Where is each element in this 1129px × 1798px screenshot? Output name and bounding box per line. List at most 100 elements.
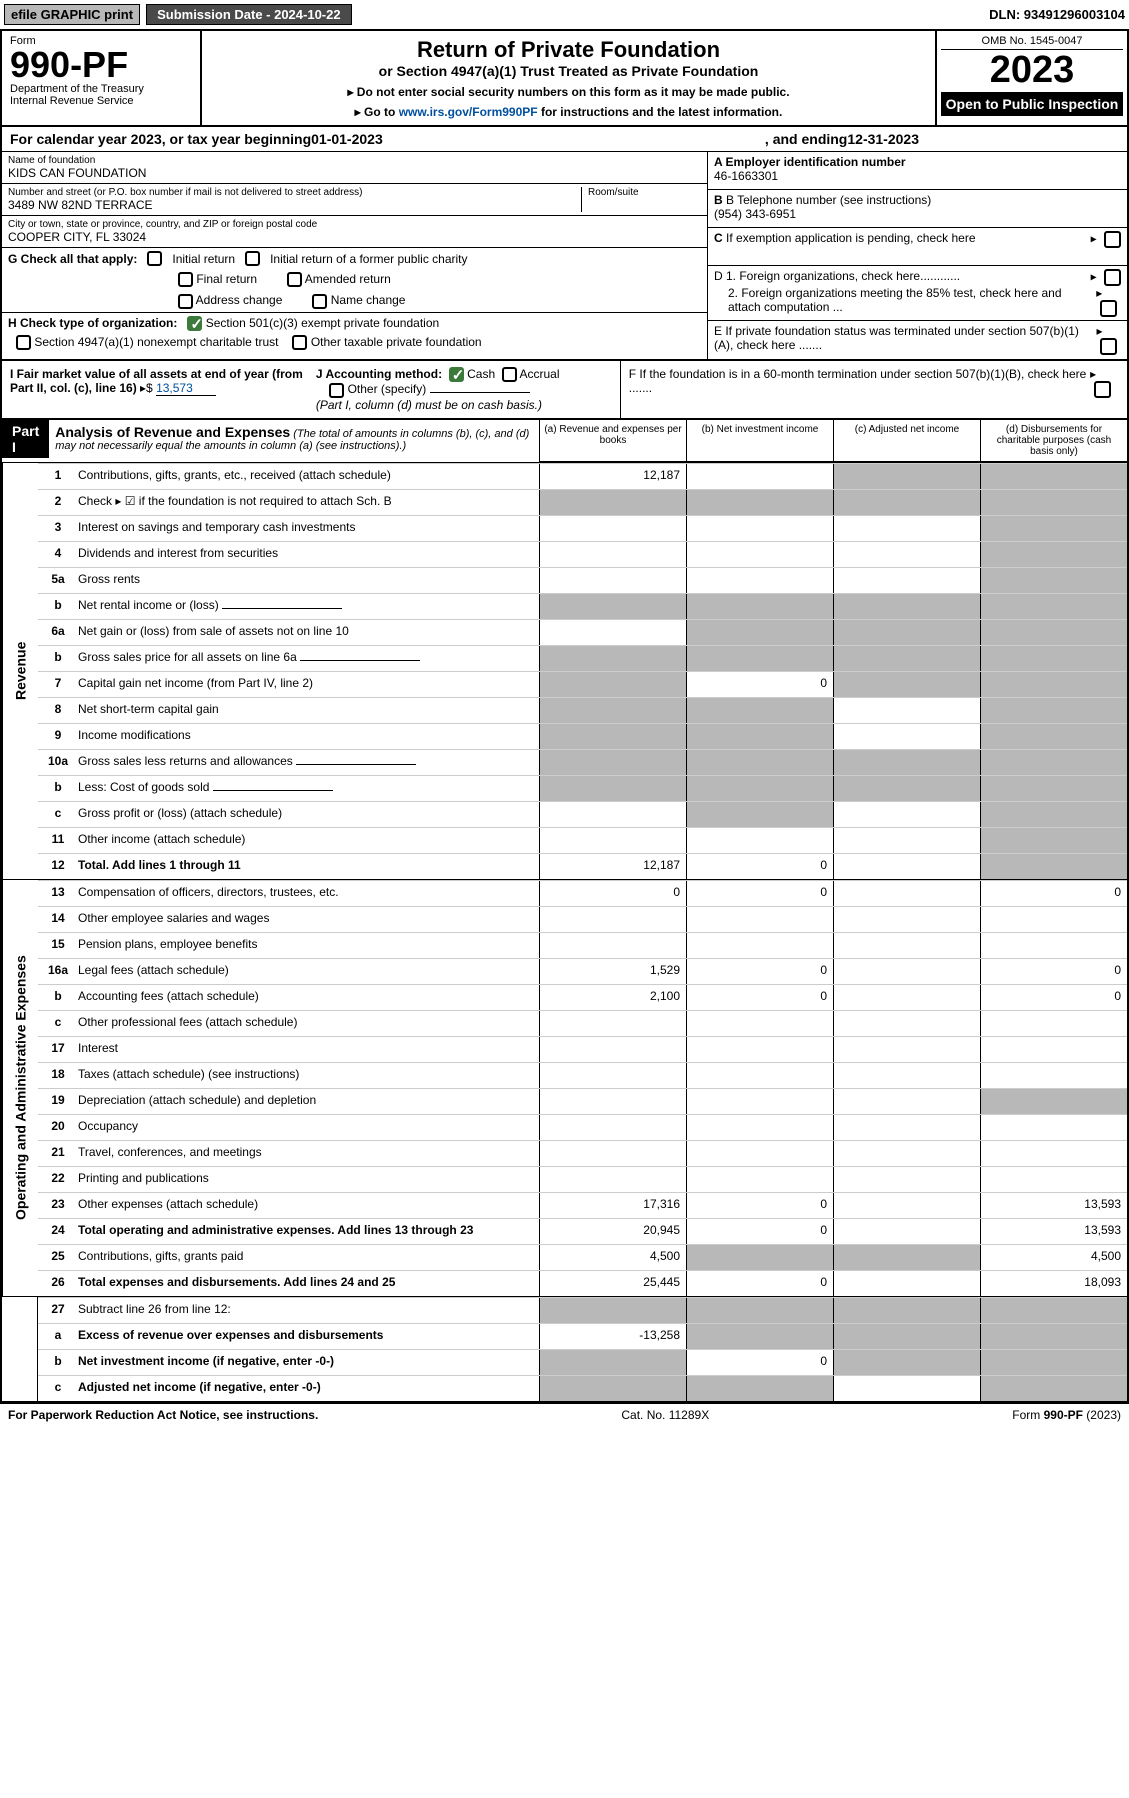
line-desc: Net investment income (if negative, ente… — [78, 1350, 539, 1375]
a-label: A Employer identification number — [714, 155, 906, 169]
i-val[interactable]: 13,573 — [156, 381, 216, 396]
amount-cell — [833, 516, 980, 541]
line-num: b — [38, 594, 78, 619]
form-title: Return of Private Foundation — [214, 37, 923, 63]
chk-d1[interactable] — [1104, 269, 1121, 286]
line-num: 26 — [38, 1271, 78, 1296]
amount-cell — [686, 1011, 833, 1036]
line-num: a — [38, 1324, 78, 1349]
amount-cell: 0 — [686, 985, 833, 1010]
cal-prefix: For calendar year 2023, or tax year begi… — [10, 131, 311, 147]
chk-other-acct[interactable] — [329, 383, 344, 398]
col-b: (b) Net investment income — [686, 420, 833, 462]
name-label: Name of foundation — [8, 155, 701, 166]
line-num: 24 — [38, 1219, 78, 1244]
chk-c[interactable] — [1104, 231, 1121, 248]
amount-cell — [833, 542, 980, 567]
amount-cell — [686, 464, 833, 489]
line-num: 4 — [38, 542, 78, 567]
amount-cell: 0 — [686, 959, 833, 984]
foundation-name: KIDS CAN FOUNDATION — [8, 166, 701, 180]
line-desc: Legal fees (attach schedule) — [78, 959, 539, 984]
amount-cell — [686, 1089, 833, 1114]
amount-cell — [833, 1037, 980, 1062]
amount-cell — [980, 1011, 1127, 1036]
chk-initial-return[interactable] — [147, 251, 162, 266]
phone: (954) 343-6951 — [714, 207, 796, 221]
amount-cell — [833, 1219, 980, 1244]
chk-name-change[interactable] — [312, 294, 327, 309]
line-desc: Subtract line 26 from line 12: — [78, 1298, 539, 1323]
amount-cell — [833, 1063, 980, 1088]
part-i-title: Analysis of Revenue and Expenses — [55, 424, 290, 440]
line-num: 20 — [38, 1115, 78, 1140]
footer-right: Form 990-PF (2023) — [1012, 1408, 1121, 1422]
chk-f[interactable] — [1094, 381, 1111, 398]
amount-cell: 0 — [686, 1271, 833, 1296]
amount-cell — [833, 1011, 980, 1036]
chk-accrual[interactable] — [502, 367, 517, 382]
city-label: City or town, state or province, country… — [8, 219, 701, 230]
j-label: J Accounting method: — [316, 367, 442, 381]
amount-cell — [833, 828, 980, 853]
amount-cell — [833, 724, 980, 749]
line-desc: Interest on savings and temporary cash i… — [78, 516, 539, 541]
amount-cell — [833, 1141, 980, 1166]
amount-cell: 12,187 — [539, 854, 686, 879]
line-num: 22 — [38, 1167, 78, 1192]
chk-final[interactable] — [178, 272, 193, 287]
chk-501c3[interactable] — [187, 316, 202, 331]
line-desc: Travel, conferences, and meetings — [78, 1141, 539, 1166]
amount-cell: 0 — [980, 881, 1127, 906]
chk-amended[interactable] — [287, 272, 302, 287]
amount-cell: 1,529 — [539, 959, 686, 984]
ein: 46-1663301 — [714, 169, 778, 183]
form-link[interactable]: www.irs.gov/Form990PF — [399, 105, 538, 119]
line-desc: Pension plans, employee benefits — [78, 933, 539, 958]
amount-cell — [833, 1193, 980, 1218]
line-desc: Contributions, gifts, grants paid — [78, 1245, 539, 1270]
amount-cell — [539, 933, 686, 958]
amount-cell — [686, 1037, 833, 1062]
line-desc: Less: Cost of goods sold — [78, 776, 539, 801]
chk-4947[interactable] — [16, 335, 31, 350]
d1: D 1. Foreign organizations, check here..… — [714, 269, 960, 283]
amount-cell: 13,593 — [980, 1193, 1127, 1218]
chk-d2[interactable] — [1100, 300, 1117, 317]
line-num: c — [38, 802, 78, 827]
line-num: 8 — [38, 698, 78, 723]
amount-cell — [539, 1167, 686, 1192]
efile-button[interactable]: efile GRAPHIC print — [4, 4, 140, 25]
line-num: b — [38, 646, 78, 671]
amount-cell — [833, 1089, 980, 1114]
b-label: B — [714, 193, 723, 207]
amount-cell: 0 — [686, 1219, 833, 1244]
line-num: b — [38, 776, 78, 801]
line-num: 17 — [38, 1037, 78, 1062]
chk-initial-former[interactable] — [245, 251, 260, 266]
amount-cell — [980, 1115, 1127, 1140]
amount-cell — [833, 985, 980, 1010]
amount-cell: 18,093 — [980, 1271, 1127, 1296]
chk-e[interactable] — [1100, 338, 1117, 355]
line-desc: Compensation of officers, directors, tru… — [78, 881, 539, 906]
chk-cash[interactable] — [449, 367, 464, 382]
amount-cell — [980, 1063, 1127, 1088]
amount-cell: 2,100 — [539, 985, 686, 1010]
line-desc: Total. Add lines 1 through 11 — [78, 854, 539, 879]
amount-cell — [980, 907, 1127, 932]
line-num: 1 — [38, 464, 78, 489]
line-desc: Depreciation (attach schedule) and deple… — [78, 1089, 539, 1114]
d2: 2. Foreign organizations meeting the 85%… — [714, 286, 1096, 314]
line-num: 11 — [38, 828, 78, 853]
chk-addr-change[interactable] — [178, 294, 193, 309]
tax-year: 2023 — [941, 50, 1123, 92]
form-subtitle: or Section 4947(a)(1) Trust Treated as P… — [214, 63, 923, 79]
line-desc: Adjusted net income (if negative, enter … — [78, 1376, 539, 1401]
amount-cell — [539, 1089, 686, 1114]
amount-cell — [686, 516, 833, 541]
chk-other-tax[interactable] — [292, 335, 307, 350]
footer-left: For Paperwork Reduction Act Notice, see … — [8, 1408, 318, 1422]
cal-end: 12-31-2023 — [847, 131, 919, 147]
amount-cell: 0 — [686, 881, 833, 906]
